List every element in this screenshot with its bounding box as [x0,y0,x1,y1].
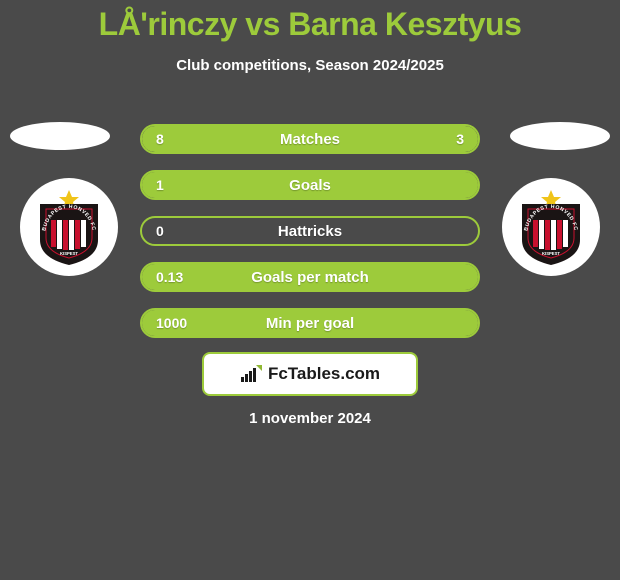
badge-circle: BUDAPEST HONVED FC KISPEST [502,178,600,276]
stat-value-left: 8 [142,131,202,147]
stat-label: Hattricks [202,223,418,240]
stat-label: Goals per match [202,269,418,286]
team-badge-left: BUDAPEST HONVED FC KISPEST [20,178,118,276]
stat-value-right: 3 [418,131,478,147]
brand-box[interactable]: FcTables.com [202,352,418,396]
club-shield-icon: BUDAPEST HONVED FC KISPEST [34,188,104,266]
stat-row: 1000Min per goal [140,308,480,338]
ellipse-left [10,122,110,150]
brand-label: FcTables.com [268,364,380,384]
fctables-logo-icon [240,365,262,383]
svg-text:KISPEST: KISPEST [542,251,560,256]
stat-label: Goals [202,177,418,194]
stat-value-left: 0 [142,223,202,239]
page-title: LÅ'rinczy vs Barna Kesztyus [0,0,620,43]
comparison-rows: 8Matches3 1Goals 0Hattricks 0.13Goals per m… [140,124,480,354]
stat-row: 8Matches3 [140,124,480,154]
stat-value-left: 1 [142,177,202,193]
stat-value-left: 1000 [142,315,202,331]
stat-row: 1Goals [140,170,480,200]
svg-text:KISPEST: KISPEST [60,251,78,256]
subtitle: Club competitions, Season 2024/2025 [0,57,620,74]
club-shield-icon: BUDAPEST HONVED FC KISPEST [516,188,586,266]
date-label: 1 november 2024 [0,410,620,427]
stat-label: Min per goal [202,315,418,332]
badge-circle: BUDAPEST HONVED FC KISPEST [20,178,118,276]
stat-label: Matches [202,131,418,148]
ellipse-right [510,122,610,150]
stat-value-left: 0.13 [142,269,202,285]
team-badge-right: BUDAPEST HONVED FC KISPEST [502,178,600,276]
stat-row: 0Hattricks [140,216,480,246]
stat-row: 0.13Goals per match [140,262,480,292]
